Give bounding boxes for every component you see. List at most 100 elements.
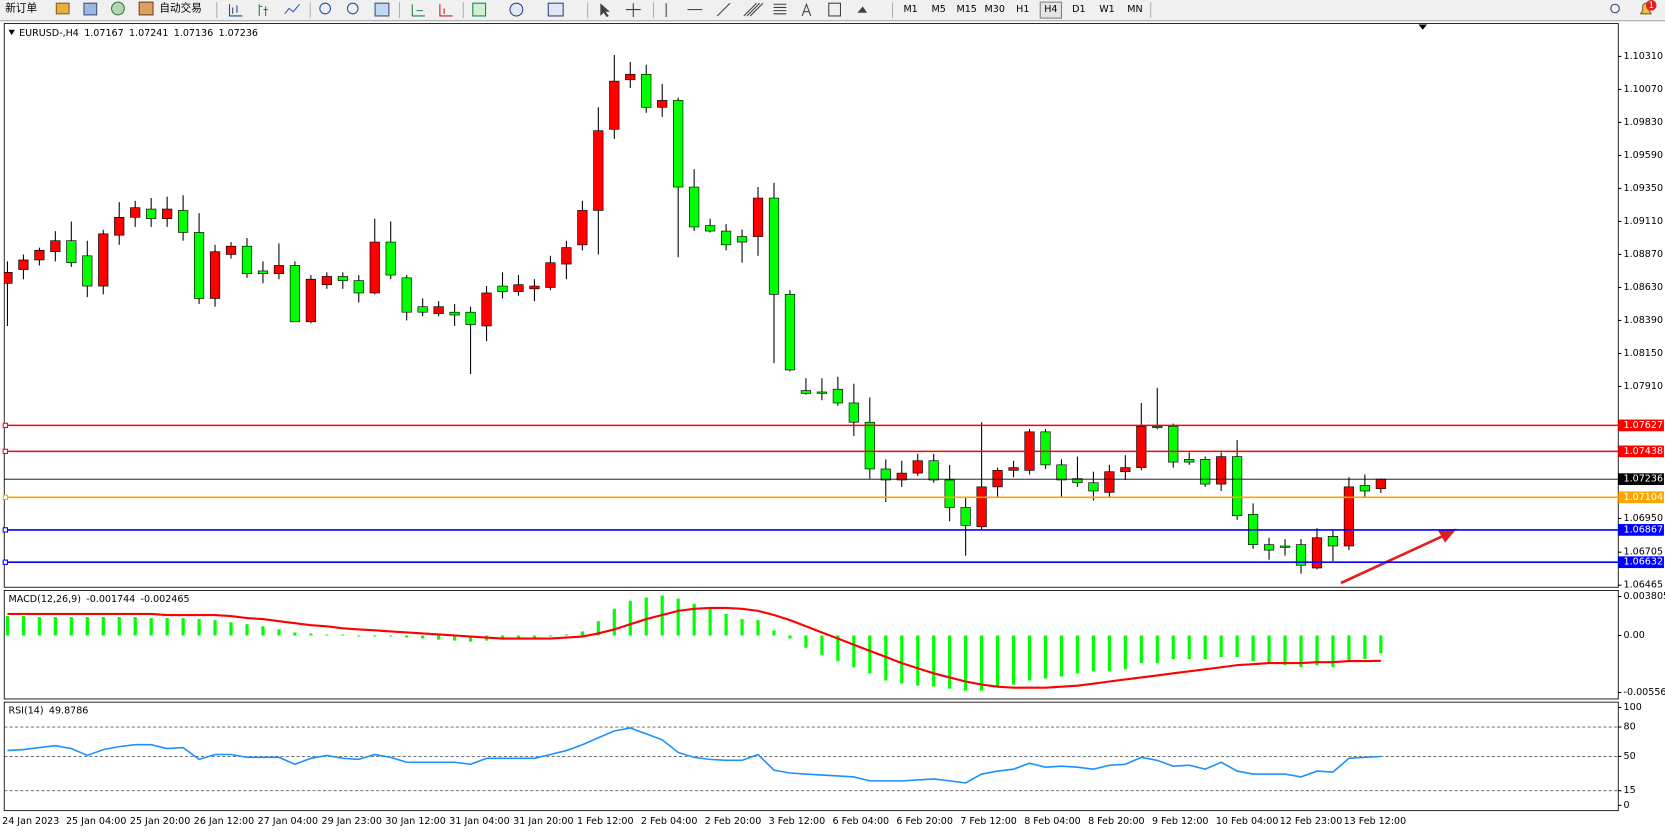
level-price-box [1618,556,1664,569]
macd-bar [357,635,361,637]
macd-bar [900,635,904,684]
candle-body [4,272,13,284]
templates[interactable] [547,2,564,17]
y-tick-label: 1.09110 [1624,216,1663,227]
y-tick-label: 1.08390 [1624,315,1663,326]
macd-bar [564,634,568,636]
icon[interactable] [55,2,70,15]
x-tick-label: 25 Jan 04:00 [66,816,126,827]
candle-body [1359,485,1370,492]
rsi-line [7,727,1381,784]
candle-body [992,470,1003,488]
candle-body [1279,545,1291,548]
macd-bar [1075,635,1080,674]
timeframe-button[interactable]: M1 [903,4,917,15]
macd-bar [1107,635,1111,672]
macd-bar [820,635,824,655]
timeframe-button[interactable]: MN [1127,4,1142,15]
macd-bar [1347,635,1351,662]
macd-bar [229,622,233,636]
timeframe-button[interactable]: H4 [1044,4,1057,15]
label-tool[interactable] [828,2,842,17]
macd-bar [612,608,616,636]
new-order-button[interactable]: 新订单 [5,2,37,15]
candle-body [497,285,508,292]
macd-bar [405,635,409,638]
panel-plot [4,55,1386,574]
macd-bar [1363,635,1367,660]
arrows-tool[interactable] [857,6,868,13]
crosshair[interactable] [625,3,641,18]
channel-tool[interactable] [743,2,764,17]
macd-value: -0.001744 [86,593,135,604]
candle-body [1152,426,1163,429]
chart-shift-marker [1418,24,1427,30]
x-tick-label: 6 Feb 04:00 [833,816,890,827]
trendline-tool[interactable] [716,2,731,17]
macd-bar [1315,635,1319,666]
icon[interactable] [228,4,243,17]
candle-body [784,294,796,371]
candle-body [944,479,955,508]
fibo-tool[interactable] [773,3,787,15]
macd-bar [580,631,584,636]
timeframe-button[interactable]: D1 [1072,4,1085,15]
periods[interactable] [509,2,524,17]
macd-bar [980,635,984,691]
candle-body [720,230,732,246]
macd-bar [468,635,473,642]
macd-bar [1283,635,1287,666]
x-tick-label: 24 Jan 2023 [2,816,59,827]
macd-bar [1379,635,1383,654]
y-tick-label: 1.06465 [1624,580,1663,591]
candle-body [241,245,253,275]
indicator-name: MACD(12,26,9) [9,593,81,604]
timeframe-button[interactable]: M15 [957,4,977,15]
timeframe-button[interactable]: W1 [1099,4,1115,15]
candle-body [880,468,891,481]
y-tick-label: 1.08870 [1624,249,1663,260]
candle-body [593,130,604,211]
zoom-in[interactable] [319,2,331,15]
y-tick-label: 1.09830 [1624,117,1663,128]
candle-body [337,276,348,281]
icon[interactable] [411,4,426,17]
icon[interactable] [284,3,301,15]
level-price-box [1618,491,1664,504]
y-tick-label: -0.005569 [1624,687,1665,698]
icon[interactable] [439,4,453,17]
search[interactable] [1610,3,1620,14]
timeframe-button[interactable]: M5 [931,4,945,15]
auto-trading-button[interactable]: 自动交易 [159,2,201,15]
auto-trading-icon[interactable] [138,1,154,16]
macd-bar [548,635,553,637]
macd-bar [932,635,936,687]
icon[interactable] [83,2,98,16]
candle-body [417,306,428,313]
icon[interactable] [111,1,125,16]
macd-bar [213,620,217,636]
candle-body [401,277,412,313]
macd-bar [756,620,760,636]
macd-bar [181,618,185,636]
x-tick-label: 27 Jan 04:00 [258,816,318,827]
timeframes: M1 M5 M15 M30 H1 H4 D1 W1 MN [903,1,1143,19]
timeframe-button[interactable]: M30 [985,4,1005,15]
macd-bar [1235,635,1239,657]
cursor[interactable] [600,3,610,18]
icon[interactable] [374,2,390,17]
macd-bar [1123,635,1127,670]
indicators[interactable] [472,2,487,17]
timeframe-button[interactable]: H1 [1016,4,1029,15]
candle-body [736,236,748,243]
macd-bar [245,624,249,636]
level-anchor [2,448,8,455]
macd-bar [101,617,105,636]
icon[interactable] [258,4,268,16]
macd-bar [325,634,329,636]
zoom-out[interactable] [346,2,359,15]
macd-bar [740,619,744,636]
text-tool[interactable] [801,2,812,17]
